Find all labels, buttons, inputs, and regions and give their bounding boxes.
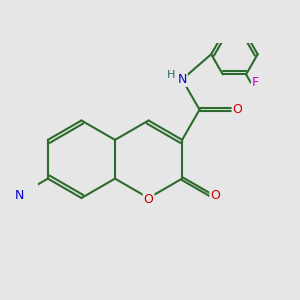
Text: H: H bbox=[167, 70, 176, 80]
Text: N: N bbox=[15, 189, 24, 202]
Text: O: O bbox=[144, 194, 154, 206]
Text: N: N bbox=[177, 73, 187, 86]
Text: O: O bbox=[210, 189, 220, 202]
Text: O: O bbox=[232, 103, 242, 116]
Text: F: F bbox=[252, 76, 259, 89]
